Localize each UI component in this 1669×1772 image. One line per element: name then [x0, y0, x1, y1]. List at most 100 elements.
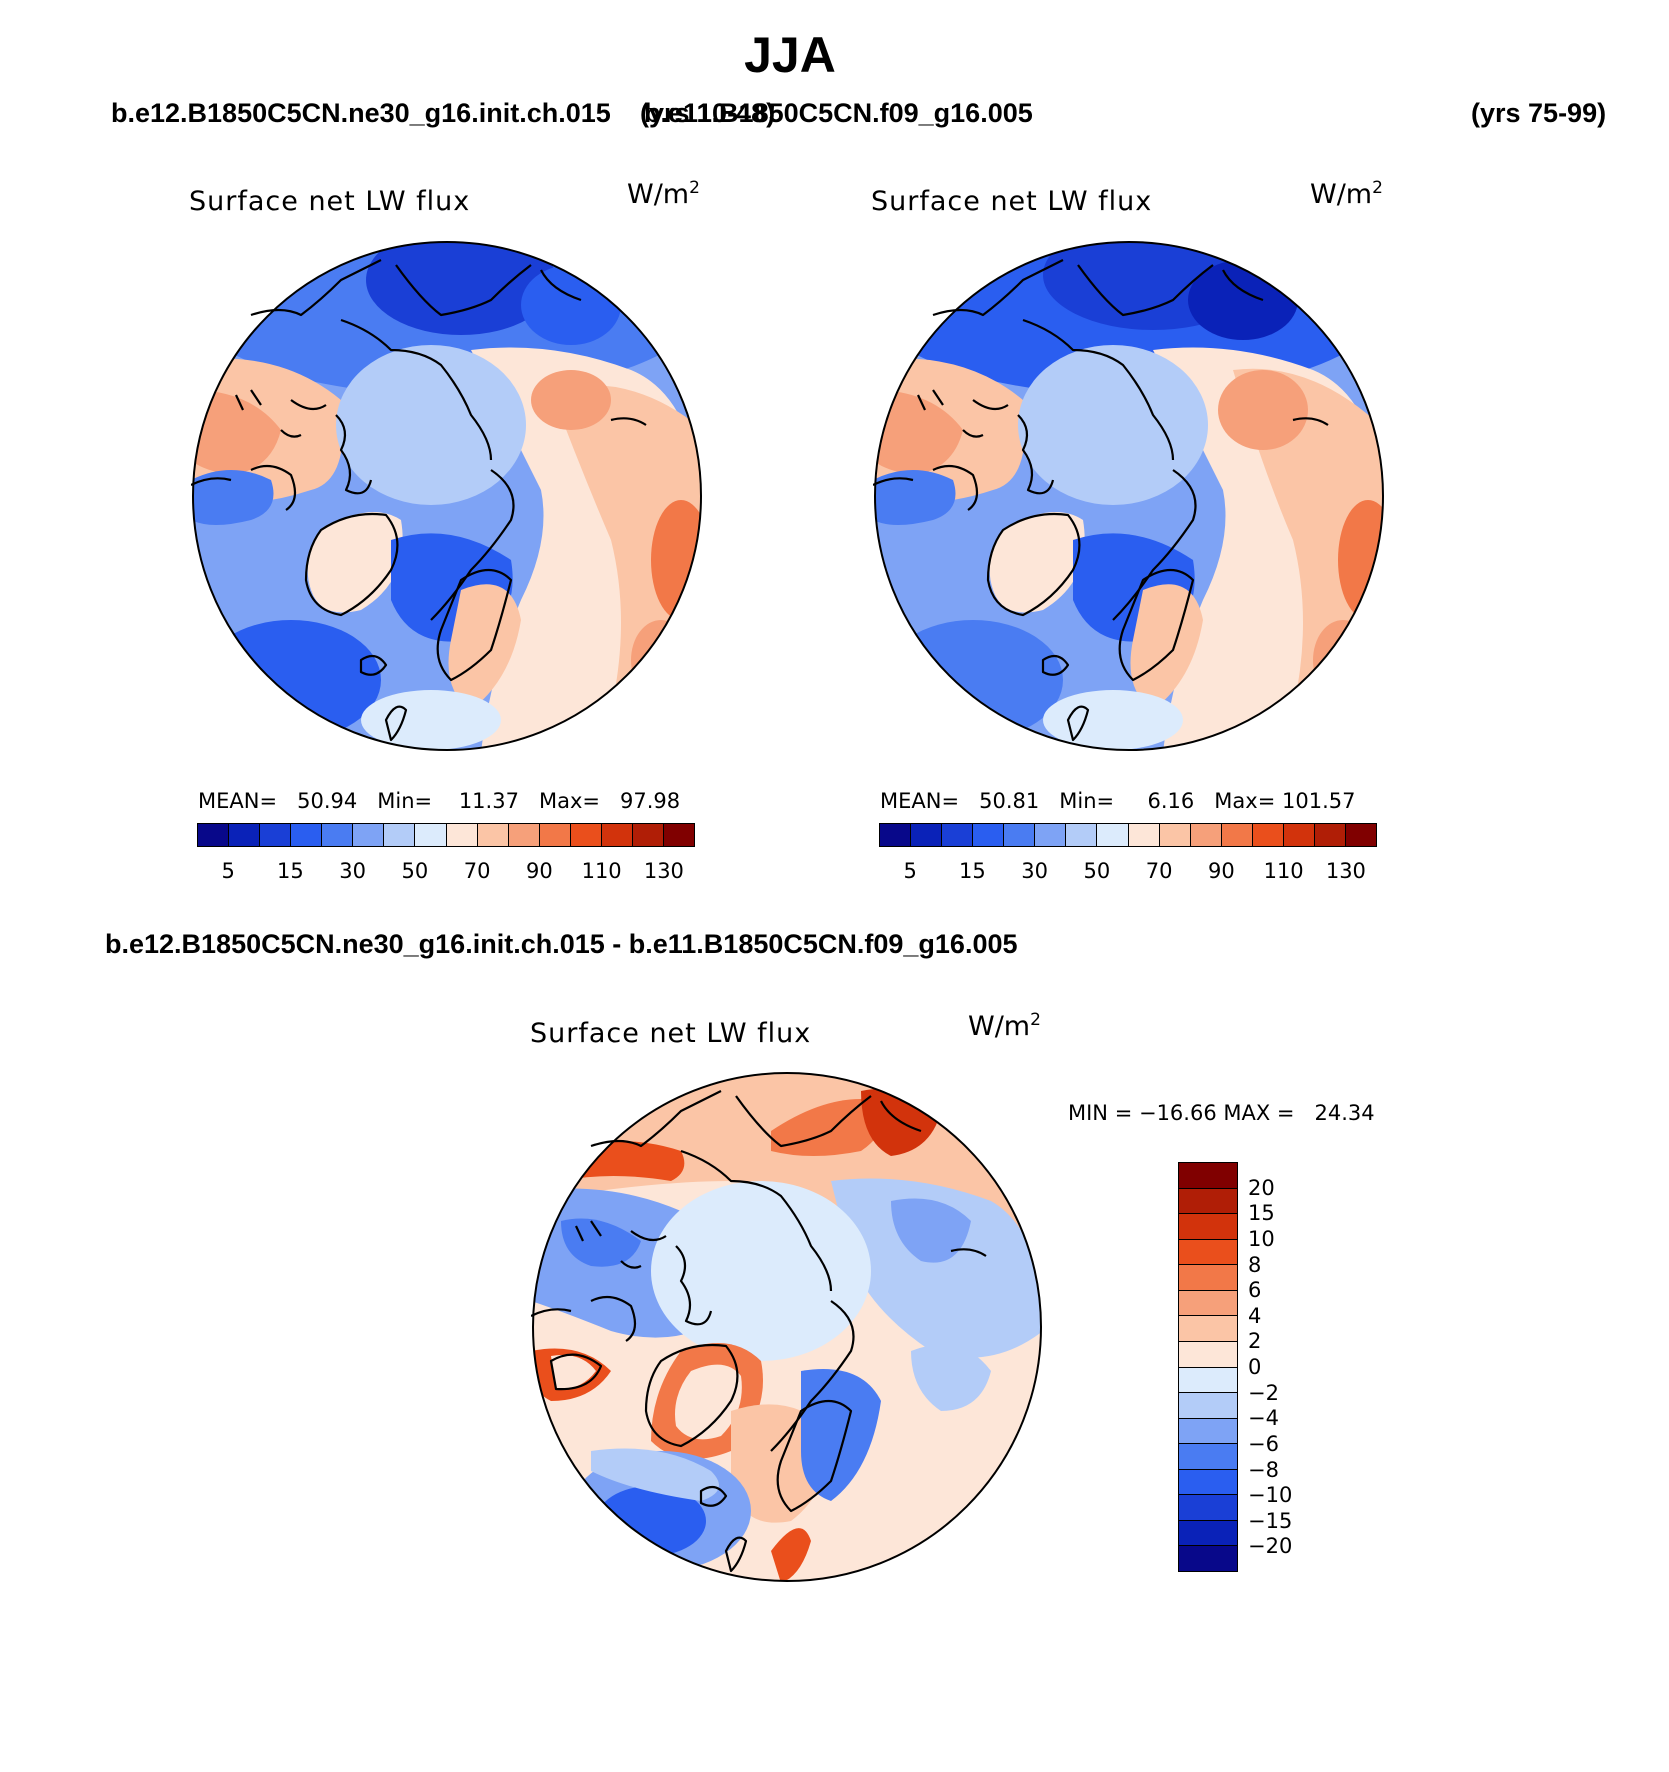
- colorbar-swatch: [570, 824, 602, 846]
- panel3-units: W/m2: [968, 1010, 1041, 1042]
- colorbar-swatch: [1179, 1546, 1237, 1571]
- case2-name: b.e11.B1850C5CN.f09_g16.005: [644, 98, 1033, 128]
- colorbar-swatch: [415, 824, 447, 846]
- colorbar-tick-label: −4: [1248, 1406, 1279, 1431]
- colorbar-swatch: [1179, 1316, 1237, 1342]
- panel2-title: Surface net LW flux: [871, 186, 1153, 217]
- colorbar-swatch: [1179, 1163, 1237, 1189]
- panel1-units: W/m2: [627, 178, 700, 210]
- colorbar-tick-label: −6: [1248, 1431, 1279, 1456]
- colorbar-swatch: [1128, 824, 1160, 846]
- colorbar-swatch: [198, 824, 230, 846]
- colorbar-tick-label: 2: [1248, 1329, 1262, 1354]
- panel2-polar-map: [873, 241, 1384, 751]
- colorbar-tick-label: 10: [1248, 1226, 1275, 1251]
- panel1-stats: MEAN= 50.94 Min= 11.37 Max= 97.98: [198, 789, 681, 813]
- colorbar-tick-label: 50: [401, 859, 429, 883]
- colorbar-tick-label: 90: [526, 859, 553, 883]
- colorbar-tick-label: 0: [1248, 1355, 1262, 1379]
- colorbar-swatch: [1179, 1265, 1237, 1291]
- colorbar-tick-label: −10: [1248, 1483, 1293, 1508]
- colorbar-tick-label: 130: [643, 859, 684, 883]
- colorbar-swatch: [477, 824, 509, 846]
- colorbar-tick-label: 5: [903, 859, 917, 883]
- panel3-colorbar: [1178, 1162, 1238, 1572]
- colorbar-swatch: [1179, 1188, 1237, 1215]
- colorbar-swatch: [1345, 824, 1376, 846]
- colorbar-swatch: [1190, 824, 1222, 846]
- colorbar-tick-label: 30: [339, 859, 366, 883]
- colorbar-tick-label: 110: [1263, 859, 1304, 883]
- case1-name: b.e12.B1850C5CN.ne30_g16.init.ch.015: [111, 98, 611, 128]
- colorbar-tick-label: 70: [463, 859, 491, 883]
- colorbar-tick-label: −20: [1248, 1534, 1293, 1559]
- colorbar-swatch: [1314, 824, 1346, 846]
- colorbar-tick-label: 90: [1208, 859, 1235, 883]
- panel3-stats: MIN = −16.66 MAX = 24.34: [1068, 1101, 1375, 1125]
- colorbar-swatch: [1004, 824, 1036, 846]
- colorbar-swatch: [880, 824, 912, 846]
- panel3-difference-map: [531, 1072, 1042, 1582]
- colorbar-swatch: [508, 824, 540, 846]
- colorbar-swatch: [632, 824, 664, 846]
- panel3-title: Surface net LW flux: [530, 1018, 812, 1049]
- season-title: JJA: [744, 27, 836, 83]
- colorbar-swatch: [601, 824, 633, 846]
- colorbar-swatch: [1035, 824, 1067, 846]
- colorbar-tick-label: 8: [1248, 1252, 1262, 1277]
- colorbar-swatch: [1179, 1367, 1237, 1394]
- colorbar-tick-label: 15: [959, 859, 986, 883]
- colorbar-swatch: [1179, 1214, 1237, 1240]
- colorbar-tick-label: 70: [1145, 859, 1173, 883]
- colorbar-swatch: [1283, 824, 1315, 846]
- case2-years: (yrs 75-99): [1471, 98, 1607, 128]
- colorbar-swatch: [1179, 1239, 1237, 1266]
- colorbar-swatch: [1159, 824, 1191, 846]
- colorbar-swatch: [1179, 1418, 1237, 1445]
- colorbar-swatch: [446, 824, 478, 846]
- colorbar-swatch: [942, 824, 974, 846]
- colorbar-swatch: [1179, 1290, 1237, 1317]
- difference-title: b.e12.B1850C5CN.ne30_g16.init.ch.015 - b…: [105, 929, 1018, 959]
- colorbar-tick-label: 15: [1248, 1201, 1275, 1226]
- colorbar-swatch: [1179, 1469, 1237, 1496]
- colorbar-swatch: [911, 824, 943, 846]
- colorbar-swatch: [384, 824, 416, 846]
- colorbar-swatch: [353, 824, 385, 846]
- colorbar-swatch: [1221, 824, 1253, 846]
- colorbar-swatch: [1179, 1444, 1237, 1470]
- colorbar-tick-label: 50: [1083, 859, 1111, 883]
- colorbar-tick-label: 5: [221, 859, 235, 883]
- colorbar-swatch: [1097, 824, 1129, 846]
- colorbar-swatch: [291, 824, 323, 846]
- colorbar-tick-label: 30: [1021, 859, 1048, 883]
- colorbar-swatch: [229, 824, 261, 846]
- colorbar-swatch: [663, 824, 694, 846]
- colorbar-tick-label: −15: [1248, 1508, 1293, 1533]
- colorbar-swatch: [1066, 824, 1098, 846]
- colorbar-swatch: [539, 824, 571, 846]
- panel2-stats: MEAN= 50.81 Min= 6.16 Max= 101.57: [880, 789, 1356, 813]
- colorbar-tick-label: −8: [1248, 1457, 1279, 1482]
- colorbar-tick-label: 6: [1248, 1278, 1262, 1303]
- colorbar-tick-label: 20: [1248, 1175, 1275, 1200]
- colorbar-tick-label: −2: [1248, 1380, 1279, 1405]
- case1-years: (yrs 10-48): [640, 98, 776, 128]
- colorbar-swatch: [1179, 1520, 1237, 1547]
- colorbar-tick-label: 4: [1248, 1303, 1262, 1328]
- colorbar-swatch: [260, 824, 292, 846]
- colorbar-swatch: [1179, 1495, 1237, 1521]
- colorbar-swatch: [1179, 1341, 1237, 1368]
- colorbar-swatch: [1252, 824, 1284, 846]
- panel1-colorbar: [197, 823, 695, 847]
- colorbar-tick-label: 110: [581, 859, 622, 883]
- panel1-polar-map: [191, 241, 702, 751]
- panel2-colorbar: [879, 823, 1377, 847]
- colorbar-tick-label: 15: [277, 859, 304, 883]
- colorbar-swatch: [322, 824, 354, 846]
- panel1-title: Surface net LW flux: [189, 186, 471, 217]
- colorbar-swatch: [973, 824, 1005, 846]
- colorbar-tick-label: 130: [1325, 859, 1366, 883]
- colorbar-swatch: [1179, 1393, 1237, 1419]
